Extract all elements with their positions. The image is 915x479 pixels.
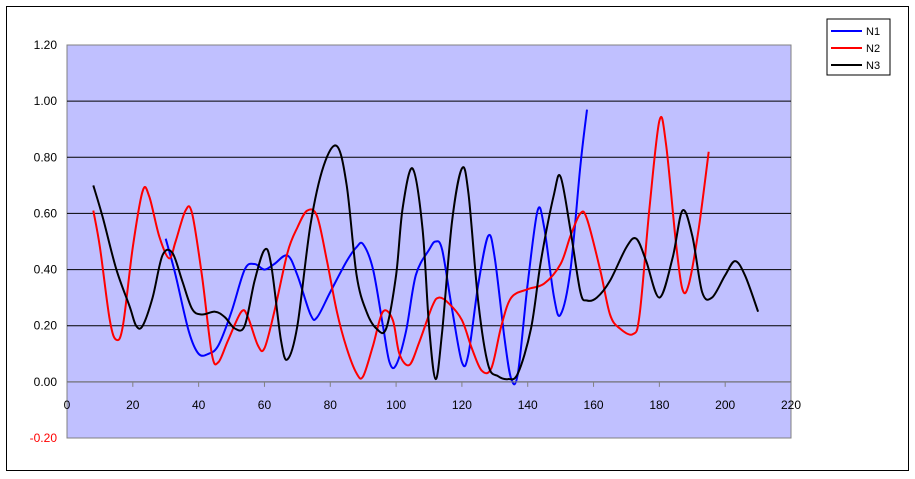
y-tick-label: 0.40 bbox=[34, 263, 58, 277]
x-tick-label: 120 bbox=[452, 398, 472, 412]
y-tick-label: 0.00 bbox=[34, 375, 58, 389]
x-tick-label: 0 bbox=[64, 398, 71, 412]
y-tick-label: 0.20 bbox=[34, 319, 58, 333]
legend-label-n2: N2 bbox=[866, 43, 880, 55]
y-tick-label: -0.20 bbox=[30, 431, 58, 445]
x-tick-label: 160 bbox=[584, 398, 604, 412]
x-tick-label: 200 bbox=[715, 398, 735, 412]
series-line-n2 bbox=[92, 115, 710, 380]
x-tick-label: 40 bbox=[192, 398, 206, 412]
legend-label-n3: N3 bbox=[866, 60, 880, 72]
series-line-n1 bbox=[164, 109, 588, 386]
x-tick-label: 80 bbox=[324, 398, 338, 412]
x-tick-label: 180 bbox=[649, 398, 669, 412]
x-tick-label: 60 bbox=[258, 398, 272, 412]
x-tick-label: 220 bbox=[781, 398, 801, 412]
legend: N1 N2 N3 bbox=[826, 18, 891, 76]
y-tick-label: 0.80 bbox=[34, 150, 58, 164]
y-axis-labels: -0.20 0.00 0.20 0.40 0.60 0.80 1.00 1.20 bbox=[30, 38, 58, 445]
x-axis-labels: 0 20 40 60 80 100 120 140 160 180 200 220 bbox=[64, 381, 801, 412]
plot-area bbox=[66, 44, 792, 439]
x-tick-label: 140 bbox=[518, 398, 538, 412]
legend-label-n1: N1 bbox=[866, 26, 880, 38]
series-lines bbox=[92, 109, 760, 386]
series-line-n3 bbox=[92, 144, 760, 381]
y-tick-label: 1.20 bbox=[34, 38, 58, 52]
y-tick-label: 1.00 bbox=[34, 94, 58, 108]
x-tick-label: 100 bbox=[386, 398, 406, 412]
y-tick-label: 0.60 bbox=[34, 206, 58, 220]
x-tick-label: 20 bbox=[126, 398, 140, 412]
